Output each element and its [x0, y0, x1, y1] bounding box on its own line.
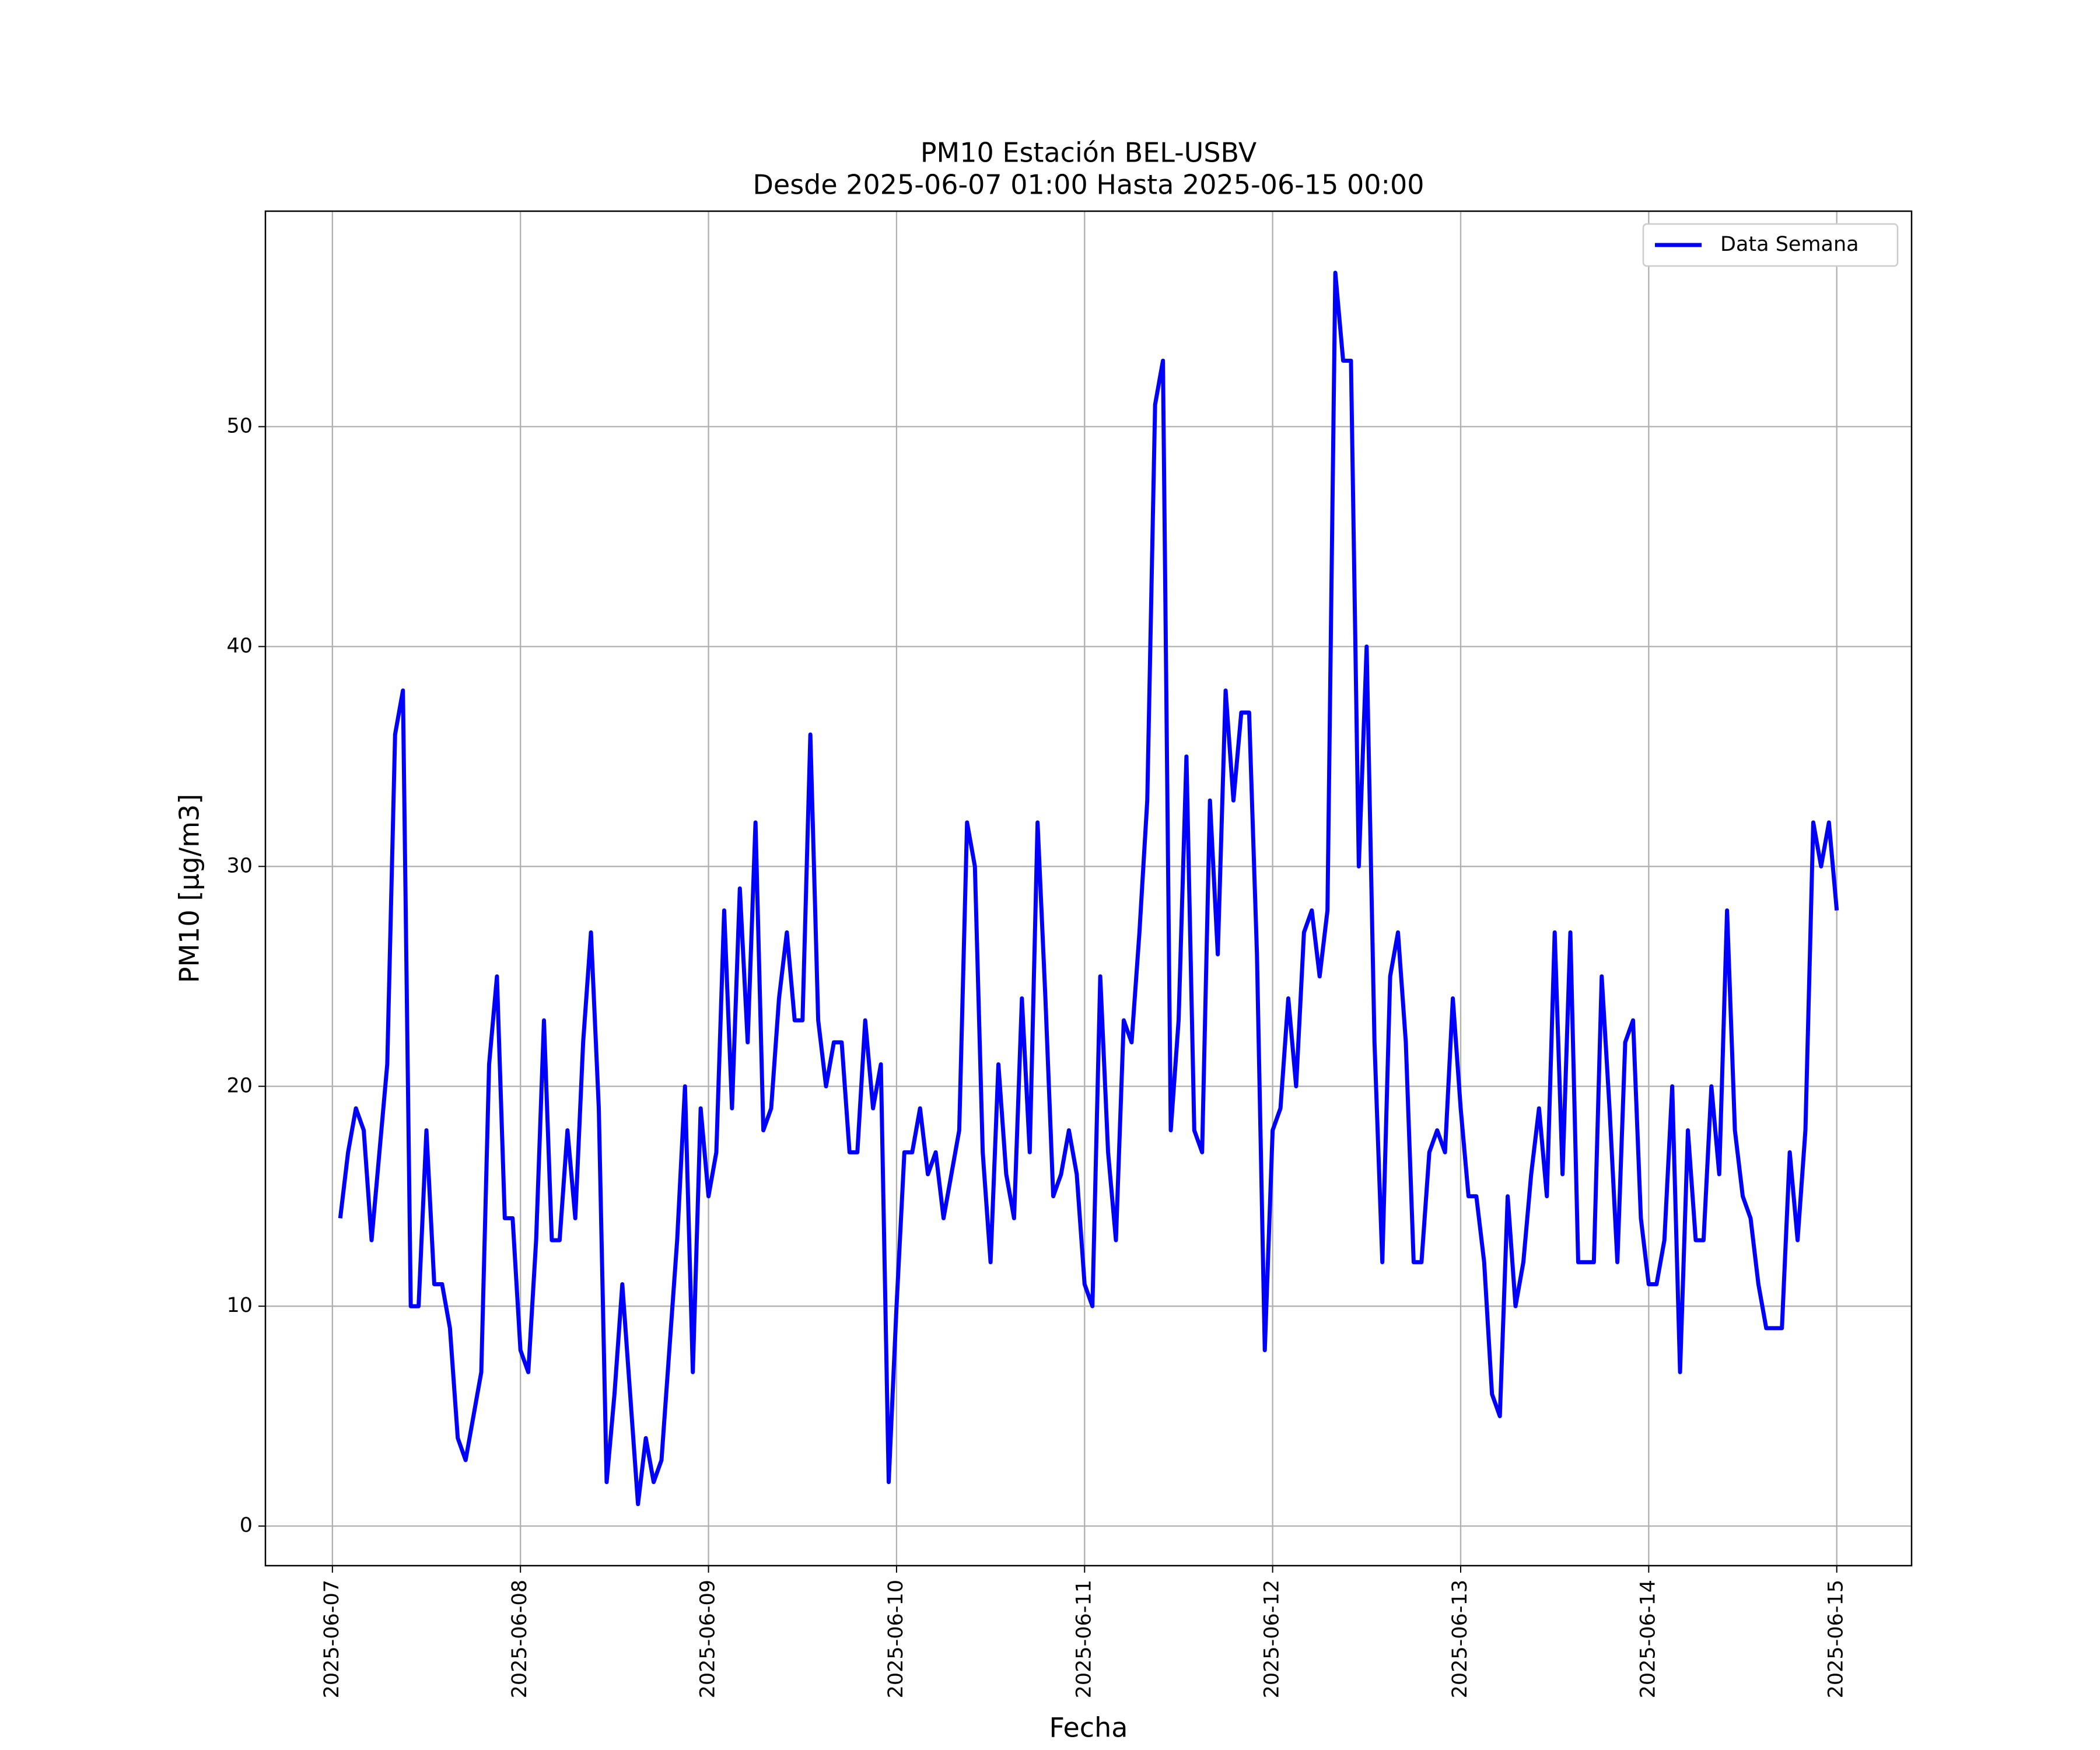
x-tick-label: 2025-06-11: [1072, 1580, 1096, 1698]
legend-box: [1642, 223, 1899, 267]
y-tick-label: 0: [240, 1514, 253, 1537]
y-tick-label: 40: [226, 634, 253, 657]
x-tick-label: 2025-06-07: [320, 1580, 344, 1698]
x-tick-label: 2025-06-08: [508, 1580, 531, 1698]
x-tick-label: 2025-06-12: [1261, 1580, 1284, 1698]
y-tick-label: 30: [226, 854, 253, 877]
chart-title: PM10 Estación BEL-USBV: [921, 137, 1257, 169]
chart-subtitle: Desde 2025-06-07 01:00 Hasta 2025-06-15 …: [752, 169, 1424, 201]
x-tick-label: 2025-06-15: [1825, 1580, 1848, 1698]
y-axis-label: PM10 [μg/m3]: [174, 794, 205, 984]
legend-label: Data Semana: [1720, 233, 1859, 256]
x-axis-label: Fecha: [1049, 1712, 1128, 1744]
x-tick-label: 2025-06-14: [1636, 1580, 1660, 1698]
y-tick-label: 20: [226, 1074, 253, 1097]
data-line: [338, 271, 1839, 1506]
x-tick-label: 2025-06-09: [696, 1580, 720, 1698]
y-tick-label: 10: [226, 1294, 253, 1317]
x-tick-label: 2025-06-10: [884, 1580, 908, 1698]
x-tick-label: 2025-06-13: [1448, 1580, 1472, 1698]
plot-frame: [264, 210, 1913, 1567]
y-tick-label: 50: [226, 414, 253, 438]
